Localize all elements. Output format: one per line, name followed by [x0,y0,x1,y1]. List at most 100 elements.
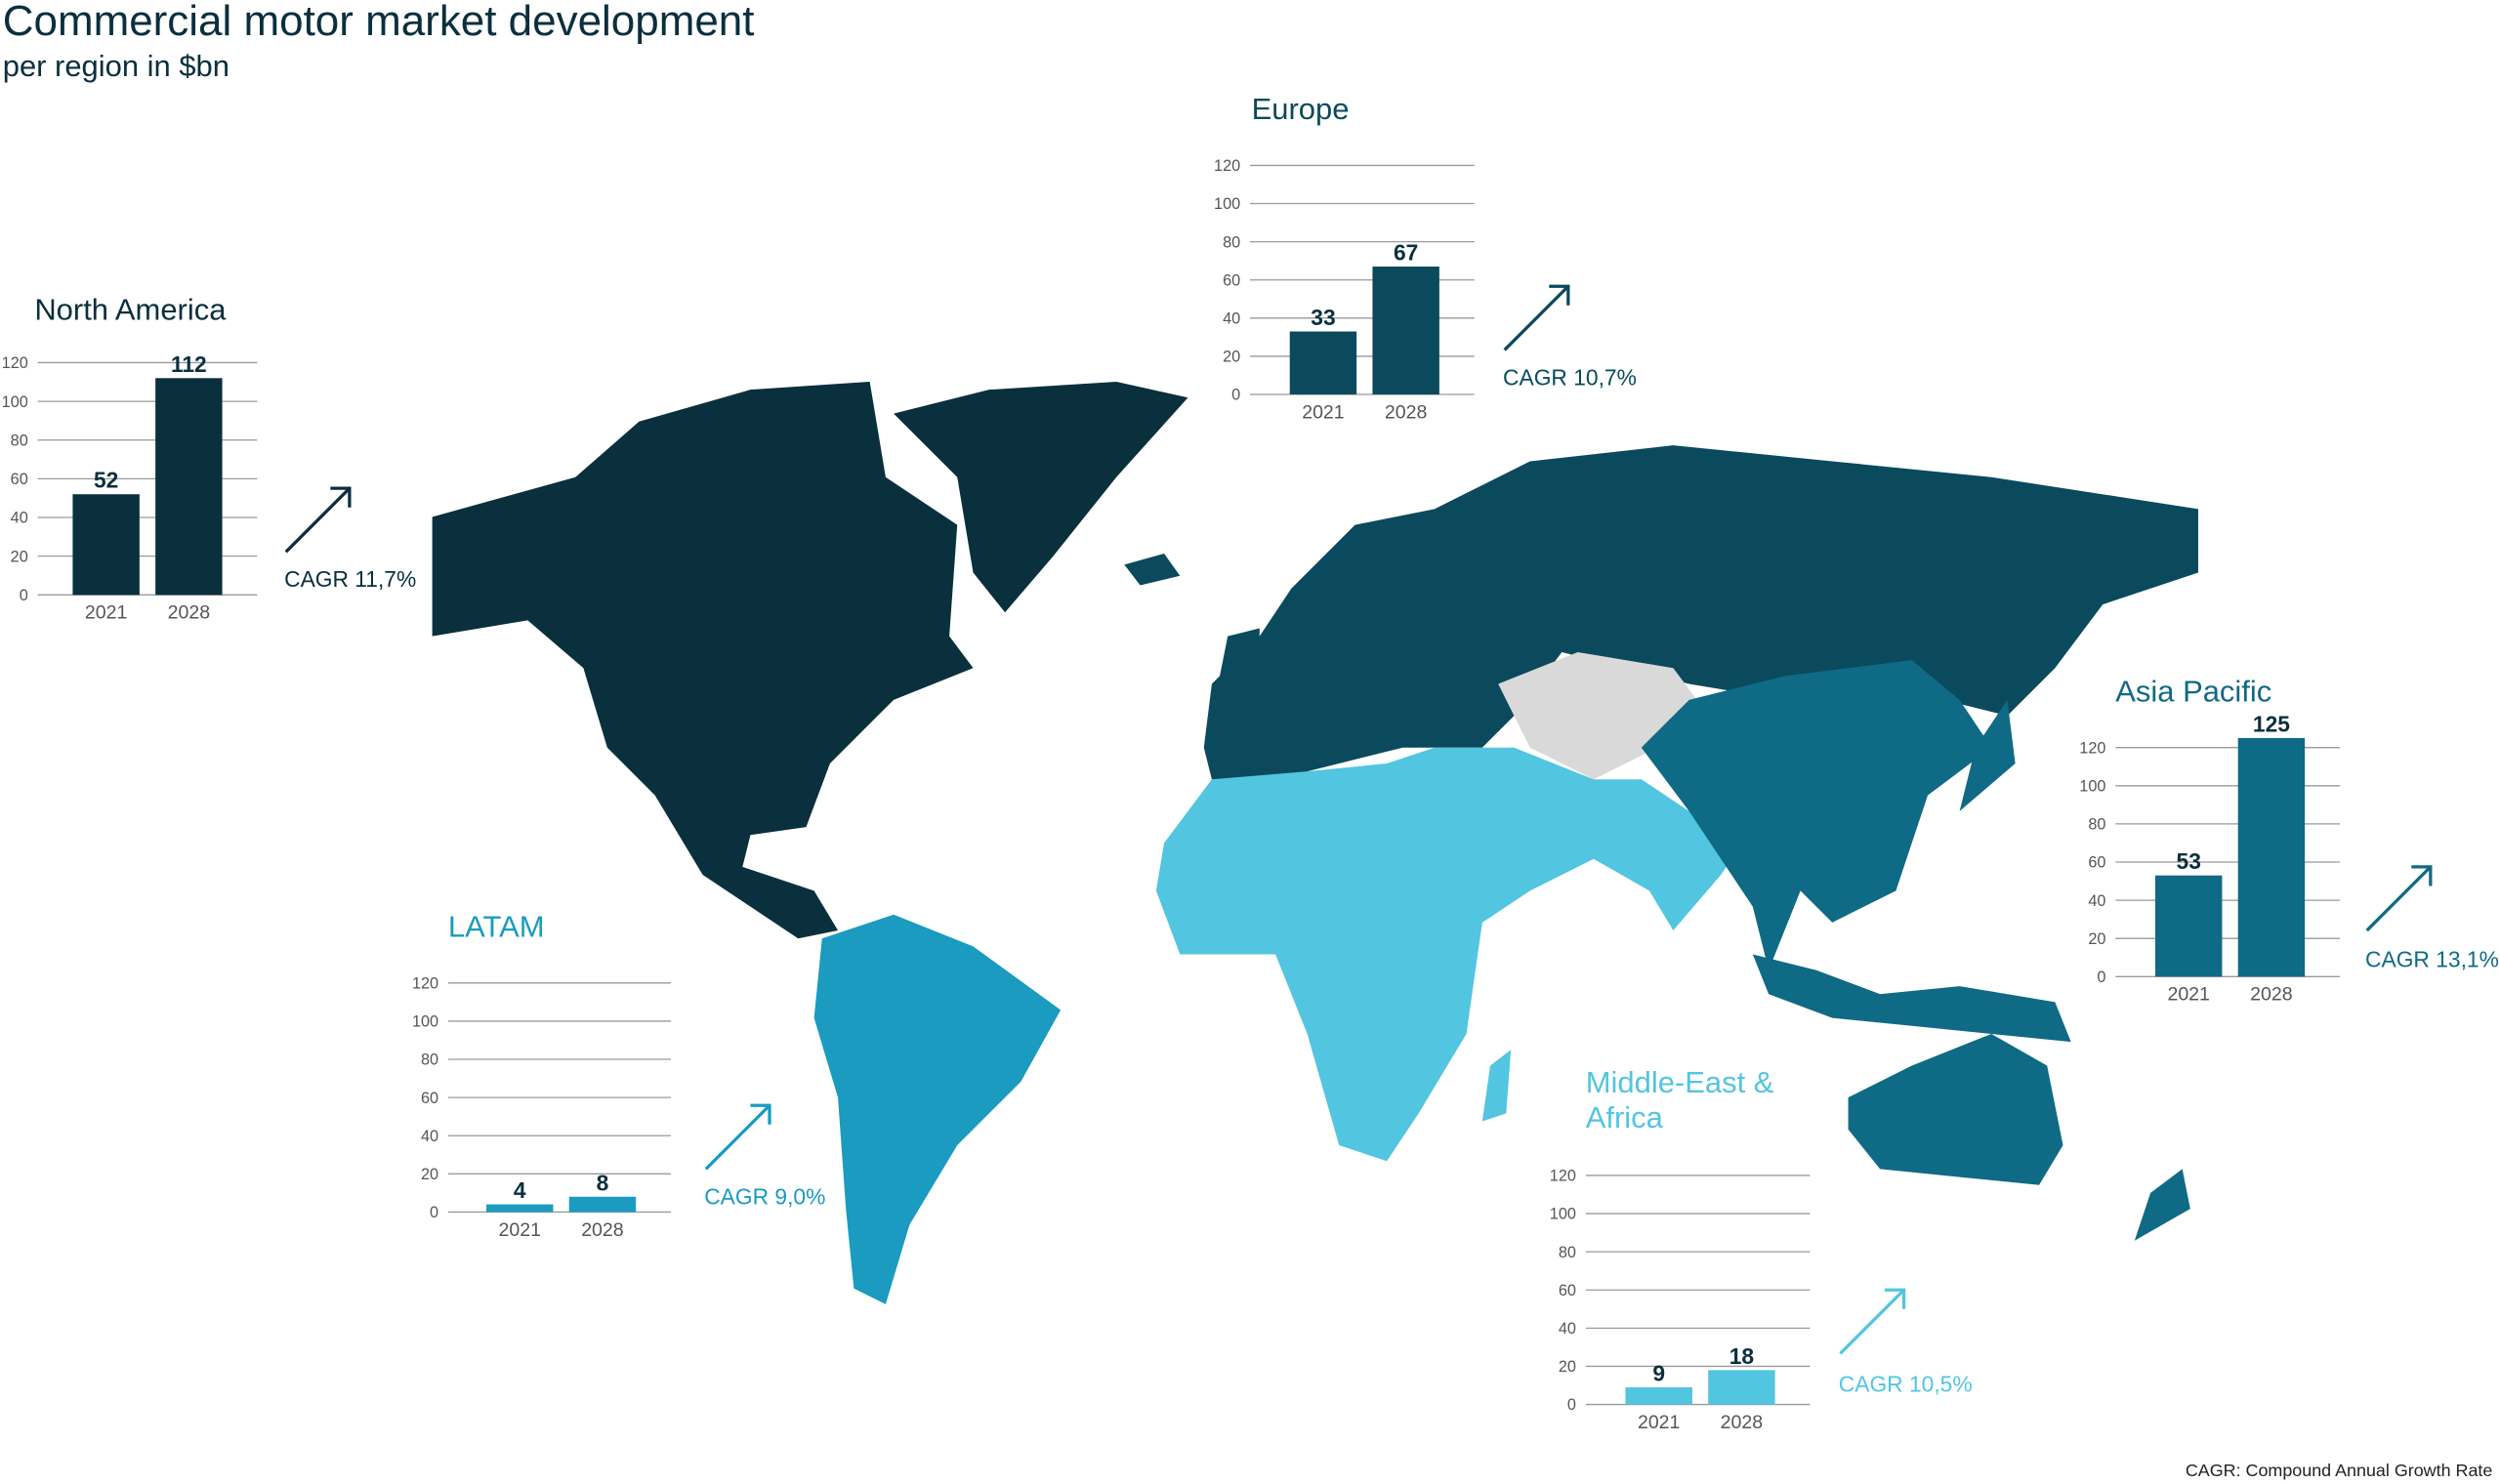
cagr-annotation: CAGR 9,0% [704,1183,825,1209]
page-title: Commercial motor market development [3,0,755,45]
y-tick-label: 100 [2,393,28,411]
chart-title-box: Middle-East & Africa [1585,1067,1774,1136]
bar [2237,737,2306,977]
y-tick-label: 20 [11,548,28,565]
greenland [894,381,1188,613]
arrow-shaft [704,1104,771,1171]
value-label: 4 [514,1177,526,1203]
arrow-shaft [2365,865,2432,932]
cagr-annotation: CAGR 11,7% [284,566,416,592]
y-tick-label: 80 [2088,816,2105,834]
footnote: CAGR: Compound Annual Growth Rate [2186,1461,2493,1480]
madagascar [1481,1050,1512,1122]
y-tick-label: 0 [1231,387,1240,404]
y-tick-label: 20 [2088,930,2105,948]
y-tick-label: 0 [1567,1396,1576,1414]
y-tick-label: 0 [20,587,28,604]
x-tick-label: 2021 [85,602,127,624]
bar [568,1196,637,1213]
y-tick-label: 120 [1550,1168,1576,1185]
y-tick-label: 120 [2079,739,2105,757]
new-zealand [2134,1169,2190,1241]
chart-title-box: Asia Pacific [2115,676,2272,710]
arrow-shaft [284,486,352,554]
y-tick-label: 20 [1559,1358,1576,1376]
value-label: 125 [2253,711,2290,736]
east-asia [1641,660,1992,970]
iceland [1124,553,1181,586]
x-tick-label: 2028 [1385,401,1428,423]
arrow-shaft [1503,285,1569,351]
arrow-head [750,1103,771,1125]
bar [1625,1386,1692,1405]
y-tick-label: 80 [421,1051,438,1069]
y-tick-label: 0 [2097,969,2105,986]
cagr-annotation: CAGR 10,7% [1503,364,1637,390]
x-tick-label: 2021 [2167,984,2209,1006]
y-tick-label: 40 [1223,310,1240,328]
y-tick-label: 100 [2079,778,2105,796]
value-label: 33 [1311,305,1335,330]
y-tick-label: 40 [2088,892,2105,910]
australia [1848,1033,2063,1185]
bar [1289,331,1357,395]
x-tick-label: 2028 [2250,984,2293,1006]
y-tick-label: 120 [2,354,28,372]
y-tick-label: 100 [412,1013,438,1031]
bar [1372,267,1439,395]
y-tick-label: 20 [1223,349,1240,366]
y-tick-label: 100 [1214,195,1240,213]
y-tick-label: 60 [2088,854,2105,872]
value-label: 52 [94,468,118,493]
chart-title: North America [34,294,227,328]
bar [486,1204,554,1213]
indonesia [1752,954,2071,1043]
value-label: 18 [1729,1343,1754,1369]
value-label: 112 [171,351,207,377]
y-tick-label: 100 [1550,1206,1576,1223]
value-label: 9 [1652,1360,1665,1385]
x-tick-label: 2021 [498,1219,540,1241]
y-tick-label: 80 [11,432,28,449]
x-tick-label: 2028 [168,602,211,624]
bar [2154,875,2223,977]
y-tick-label: 60 [421,1090,438,1107]
north-america [432,381,974,939]
arrow-head [330,486,352,508]
arrow-head [1885,1288,1906,1309]
bar [155,378,223,596]
page-subtitle: per region in $bn [3,49,229,83]
y-tick-label: 60 [1223,271,1240,289]
japan [1959,699,2016,811]
y-tick-label: 20 [421,1166,438,1183]
chart-title-box: Europe [1251,94,1350,128]
chart-title: Middle-East & Africa [1585,1067,1774,1136]
africa-middle-east [1155,747,1753,1162]
uk [1220,628,1260,677]
arrow-head [2411,865,2433,886]
world-map [432,381,2198,1304]
chart-title: LATAM [447,911,545,945]
y-tick-label: 80 [1559,1244,1576,1261]
y-tick-label: 120 [1214,157,1240,175]
y-tick-label: 0 [430,1204,438,1221]
x-tick-label: 2021 [1302,401,1344,423]
chart-title: Asia Pacific [2115,676,2272,710]
value-label: 53 [2177,848,2201,874]
value-label: 67 [1394,240,1418,266]
y-tick-label: 40 [1559,1320,1576,1338]
bar [1708,1370,1775,1405]
x-tick-label: 2028 [581,1219,624,1241]
y-tick-label: 40 [421,1128,438,1145]
value-label: 8 [597,1170,609,1195]
south-america [813,914,1062,1304]
cagr-annotation: CAGR 13,1% [2365,947,2499,972]
y-tick-label: 80 [1223,233,1240,251]
y-tick-label: 60 [11,471,28,488]
bar [72,494,140,596]
chart-title-box: North America [34,294,227,328]
chart-title: Europe [1251,94,1350,128]
x-tick-label: 2021 [1638,1412,1680,1433]
